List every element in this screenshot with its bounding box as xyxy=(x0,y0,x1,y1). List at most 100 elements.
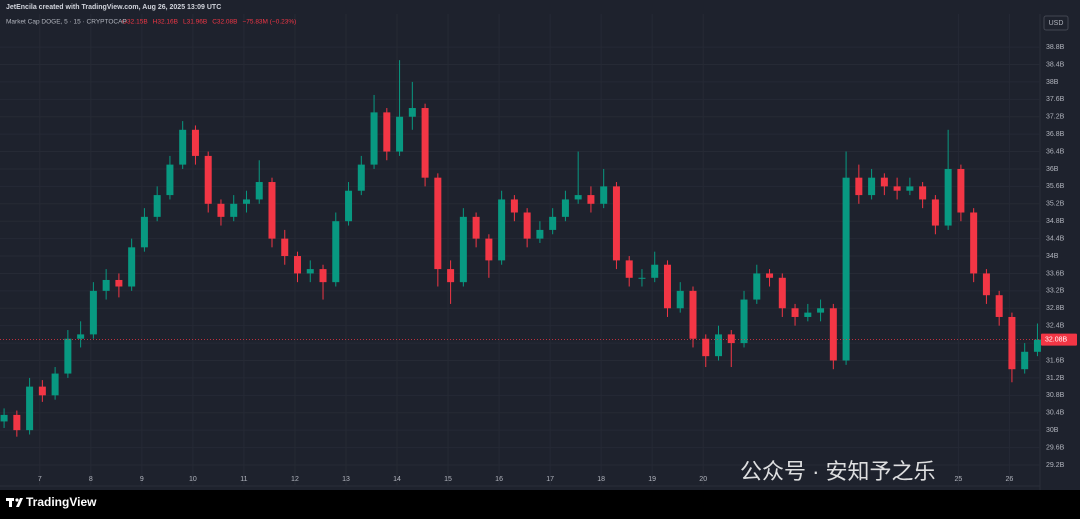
attribution: JetEncila created with TradingView.com, … xyxy=(6,4,221,11)
y-tick-label: 33.2B xyxy=(1046,288,1065,295)
labels: O32.15B H32.16B L31.96B C32.08B −75.83M (−0.… xyxy=(38,19,1077,483)
chart-background xyxy=(0,0,1080,490)
y-tick-label: 34.4B xyxy=(1046,235,1065,242)
candle-body xyxy=(804,312,812,317)
x-tick-label: 14 xyxy=(393,476,401,483)
y-tick-label: 34B xyxy=(1046,253,1059,260)
candle-body xyxy=(447,269,455,283)
candle-body xyxy=(383,112,391,152)
y-tick-label: 35.2B xyxy=(1046,201,1065,208)
candle-body xyxy=(357,164,365,191)
candle-body xyxy=(510,199,518,213)
legend-ohlc: −75.83M (−0.23%) xyxy=(242,19,296,26)
y-tick-label: 38B xyxy=(1046,79,1059,86)
y-tick-label: 29.6B xyxy=(1046,444,1065,451)
candle-body xyxy=(1008,316,1016,370)
candle-body xyxy=(689,290,697,339)
candle-body xyxy=(26,386,34,431)
brand: TradingView xyxy=(26,495,97,509)
logo-dot xyxy=(15,498,19,502)
candle-body xyxy=(408,108,416,117)
logo-stem xyxy=(9,498,12,507)
y-tick-label: 33.6B xyxy=(1046,270,1065,277)
x-tick-label: 8 xyxy=(89,476,93,483)
legend-ohlc: H32.16B xyxy=(153,19,178,26)
candle-body xyxy=(472,216,480,239)
y-tick-label: 31.6B xyxy=(1046,357,1065,364)
candle-body xyxy=(230,203,238,217)
candle-body xyxy=(179,129,187,165)
candle-body xyxy=(982,273,990,296)
candle-body xyxy=(294,256,302,274)
candle-body xyxy=(727,334,735,344)
candle-body xyxy=(1033,339,1041,352)
y-tick-label: 35.6B xyxy=(1046,183,1065,190)
x-tick-label: 9 xyxy=(140,476,144,483)
candle-body xyxy=(587,195,595,204)
y-tick-label: 30.8B xyxy=(1046,392,1065,399)
candle-body xyxy=(791,308,799,317)
candle-body xyxy=(919,186,927,200)
candle-body xyxy=(64,338,72,374)
x-tick-label: 15 xyxy=(444,476,452,483)
x-tick-label: 16 xyxy=(495,476,503,483)
candle-body xyxy=(485,238,493,261)
candle-body xyxy=(651,264,659,278)
candle-body xyxy=(536,229,544,239)
candle-body xyxy=(702,338,710,357)
candle-body xyxy=(778,277,786,309)
candle-body xyxy=(345,190,353,222)
y-tick-label: 29.2B xyxy=(1046,462,1065,469)
candle-body xyxy=(612,186,620,261)
candle-body xyxy=(319,269,327,283)
candle-body xyxy=(676,290,684,309)
candle-body xyxy=(370,112,378,165)
watermark: 公众号 · 安知予之乐 xyxy=(740,459,936,484)
candle-body xyxy=(944,168,952,226)
candle-body xyxy=(102,279,110,291)
candle-body xyxy=(931,199,939,226)
x-tick-label: 20 xyxy=(699,476,707,483)
x-tick-label: 10 xyxy=(189,476,197,483)
y-tick-label: 37.2B xyxy=(1046,114,1065,121)
candle-body xyxy=(332,221,340,283)
candle-body xyxy=(740,299,748,344)
candle-body xyxy=(498,199,506,261)
currency: USD xyxy=(1049,20,1064,27)
candle-body xyxy=(255,182,263,200)
legend-symbol: Market Cap DOGE, 5 · 15 · CRYPTOCAP xyxy=(6,19,127,26)
y-tick-label: 34.8B xyxy=(1046,218,1065,225)
candle-body xyxy=(766,273,774,278)
candle-body xyxy=(868,177,876,196)
candle-body xyxy=(204,155,212,204)
candle-body xyxy=(549,216,557,230)
candle-body xyxy=(166,164,174,196)
x-tick-label: 7 xyxy=(38,476,42,483)
x-tick-label: 26 xyxy=(1005,476,1013,483)
candle-body xyxy=(51,373,59,396)
candle-body xyxy=(38,386,46,396)
brand-logo xyxy=(6,498,23,507)
legend-ohlc: L31.96B xyxy=(183,19,207,26)
candle-body xyxy=(663,264,671,309)
y-tick-label: 36.4B xyxy=(1046,148,1065,155)
candles xyxy=(0,60,1041,437)
candle-body xyxy=(600,186,608,204)
y-tick-label: 30.4B xyxy=(1046,410,1065,417)
x-tick-label: 18 xyxy=(597,476,605,483)
y-tick-label: 36.8B xyxy=(1046,131,1065,138)
candle-body xyxy=(855,177,863,196)
y-tick-label: 30B xyxy=(1046,427,1059,434)
legend-ohlc: O32.15B xyxy=(122,19,148,26)
candle-body xyxy=(434,177,442,270)
candle-body xyxy=(153,195,161,217)
currency-box xyxy=(1043,15,1069,31)
candle-body xyxy=(523,212,531,239)
candle-body xyxy=(140,216,148,248)
logo-slash xyxy=(16,498,23,507)
candle-body xyxy=(128,247,136,287)
last-price-tag xyxy=(1041,333,1077,346)
candle-body xyxy=(715,334,723,357)
x-tick-label: 12 xyxy=(291,476,299,483)
